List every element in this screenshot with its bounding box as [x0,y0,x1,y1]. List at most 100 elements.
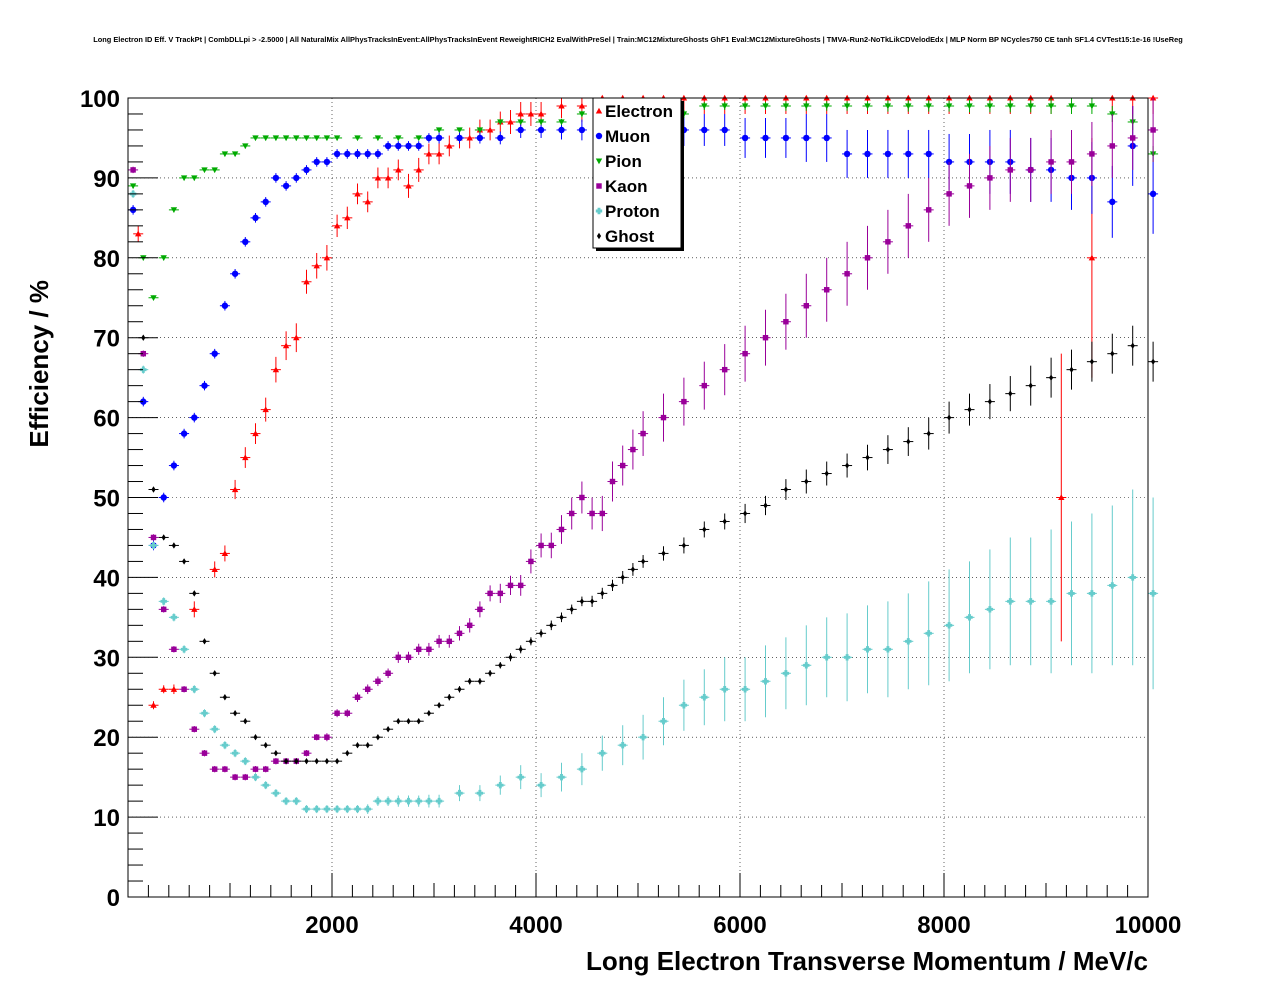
data-point [314,757,319,765]
data-point [282,797,290,805]
data-point [242,757,249,765]
data-point [333,150,341,158]
data-point [354,190,361,197]
data-point [170,614,178,621]
data-point [578,126,586,134]
data-point [435,134,443,142]
data-point [1110,350,1115,357]
data-point [282,135,290,142]
data-point [864,150,871,158]
data-point [1149,190,1157,198]
data-point [160,686,167,692]
data-point [384,797,392,805]
data-point [905,223,912,229]
data-point [231,486,239,493]
data-point [1068,159,1075,165]
data-point [293,135,300,142]
data-point [415,646,422,653]
data-point [1088,590,1096,597]
data-point [639,734,647,741]
data-point [1150,127,1156,133]
data-point [365,741,370,749]
data-point [252,135,259,142]
data-point [762,134,769,142]
data-point [313,158,320,166]
data-point [466,622,473,629]
data-point [170,462,178,469]
data-point [416,718,421,725]
data-point [476,127,484,134]
data-point [293,797,300,805]
data-point [599,510,606,517]
data-point [243,718,248,725]
data-point [293,334,300,341]
data-point [375,734,380,741]
legend-entry-muon: Muon [595,127,650,146]
data-point [436,638,442,645]
legend-label-muon: Muon [605,127,650,146]
y-tick-label: 20 [93,725,120,752]
data-point [374,174,382,181]
data-point [782,670,790,677]
x-tick-label: 6000 [713,912,766,939]
legend-entry-ghost: Ghost [596,227,654,246]
data-point [262,781,269,789]
data-point [1048,159,1054,165]
data-point [384,142,392,150]
data-point [864,255,871,261]
data-point [150,542,157,549]
data-point [803,662,810,669]
legend: Electron Muon Pion Kaon Proton Ghost [592,97,684,251]
legend-label-proton: Proton [605,202,660,221]
data-point [395,654,402,661]
data-point [180,646,188,653]
data-point [721,686,728,693]
data-point [202,638,207,645]
data-point [1027,598,1034,605]
legend-marker-electron [595,107,603,114]
data-point [843,654,851,661]
data-point [405,797,412,805]
data-point [1007,103,1014,110]
data-point [191,726,198,732]
data-point [313,135,320,142]
data-point [926,430,931,437]
data-point [507,582,514,589]
data-point [946,191,952,197]
data-point [406,718,411,725]
x-tick-label: 4000 [509,912,562,939]
data-point [517,126,524,134]
legend-label-pion: Pion [605,152,642,171]
y-tick-label: 50 [93,486,120,513]
data-point [231,151,239,158]
data-point [1149,94,1157,101]
data-point [1069,366,1074,373]
data-point [1007,167,1014,173]
data-point [864,646,871,653]
data-point [262,766,269,772]
legend-entry-electron: Electron [595,102,673,121]
legend-marker-ghost [596,232,602,240]
data-point [885,446,890,453]
data-point [395,142,402,150]
data-point [1047,598,1055,605]
data-point [845,462,850,469]
x-axis-label: Long Electron Transverse Momentum / MeV/… [586,946,1148,976]
data-point [252,214,259,222]
data-point [425,134,433,142]
data-point [435,797,443,805]
data-point [884,103,892,110]
data-point [191,606,198,612]
data-point [446,142,453,149]
data-point [925,103,932,110]
data-point [537,781,545,789]
data-point [1008,390,1013,397]
data-point [242,774,249,780]
data-point [323,135,331,142]
data-point [1028,382,1033,389]
data-point [823,287,830,293]
data-point [456,127,463,134]
data-point [987,398,992,405]
data-point [486,126,494,133]
data-point [701,126,708,134]
